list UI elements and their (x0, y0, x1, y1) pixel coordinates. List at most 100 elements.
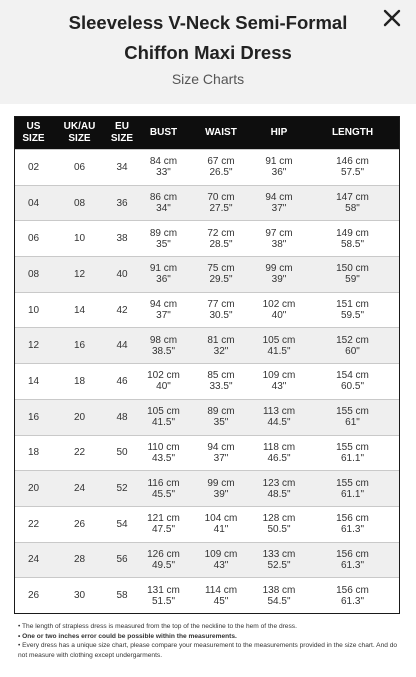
uk-au-size-cell: 14 (73, 304, 86, 316)
eu-size-cell: 58 (116, 590, 128, 602)
us-size-cell: 20 (27, 483, 40, 495)
product-title-line2: Chiffon Maxi Dress (124, 42, 292, 63)
col-header-text: UK/AU (63, 121, 96, 132)
close-icon[interactable] (380, 6, 404, 30)
inch-value: 39" (213, 488, 229, 500)
table-row: 26 30 58 131 cm 51.5" 114 cm 45" 138 cm 54.5" 156… (15, 577, 399, 613)
table-body: 02 06 34 84 cm 33" 67 cm 26.5" 91 cm 36" 146 cm 57… (15, 149, 399, 613)
cm-value: 81 cm (207, 334, 235, 346)
cm-value: 109 cm (262, 370, 296, 382)
inch-value: 61" (345, 417, 360, 429)
close-button[interactable] (380, 6, 404, 30)
bust-cell: 91 cm 36" (137, 257, 190, 292)
inch-value: 33" (156, 167, 171, 179)
uk-au-size-cell: 24 (73, 483, 86, 495)
eu-size-cell: 36 (116, 197, 128, 209)
bust-cell: 116 cm 45.5" (137, 471, 190, 506)
inch-value: 61.3" (340, 524, 364, 536)
size-chart-notes: • The length of strapless dress is measu… (18, 622, 404, 660)
inch-value: 51.5" (151, 595, 175, 607)
inch-value: 41.5" (267, 345, 291, 357)
col-header-text: HIP (270, 127, 288, 138)
inch-value: 43" (213, 559, 229, 571)
inch-value: 37" (271, 203, 287, 215)
bust-cell: 98 cm 38.5" (137, 328, 190, 363)
col-header-text: SIZE (110, 133, 134, 144)
inch-value: 38" (271, 238, 287, 250)
cm-value: 104 cm (204, 513, 238, 525)
cm-value: 72 cm (207, 227, 235, 239)
col-header-uk-au-size: UK/AU SIZE (52, 117, 107, 149)
inch-value: 61.1" (340, 488, 364, 500)
cm-value: 146 cm (336, 156, 369, 168)
bust-cell: 102 cm 40" (137, 364, 190, 399)
length-cell: 155 cm 61.1" (306, 436, 399, 471)
col-header-text: WAIST (205, 127, 237, 138)
uk-au-size-cell: 06 (73, 161, 86, 173)
cm-value: 89 cm (207, 406, 235, 418)
waist-cell: 104 cm 41" (190, 507, 252, 542)
length-cell: 147 cm 58" (306, 186, 399, 221)
cm-value: 97 cm (265, 227, 293, 239)
waist-cell: 72 cm 28.5" (190, 221, 252, 256)
cm-value: 154 cm (336, 370, 369, 382)
table-row: 16 20 48 105 cm 41.5" 89 cm 35" 113 cm 44.5" 155 … (15, 398, 399, 435)
cm-value: 114 cm (204, 584, 238, 596)
waist-cell: 81 cm 32" (190, 328, 252, 363)
cm-value: 149 cm (336, 227, 369, 239)
waist-cell: 85 cm 33.5" (190, 364, 252, 399)
inch-value: 28.5" (209, 238, 233, 250)
inch-value: 59.5" (340, 310, 364, 322)
table-row: 12 16 44 98 cm 38.5" 81 cm 32" 105 cm 41.5" 152 c… (15, 327, 399, 364)
cm-value: 156 cm (336, 513, 369, 525)
cm-value: 102 cm (147, 370, 180, 382)
cm-value: 91 cm (265, 156, 293, 168)
bust-cell: 86 cm 34" (137, 186, 190, 221)
eu-size-cell: 56 (116, 554, 128, 566)
waist-cell: 109 cm 43" (190, 543, 252, 578)
cm-value: 147 cm (336, 192, 369, 204)
hip-cell: 118 cm 46.5" (252, 436, 306, 471)
hip-cell: 91 cm 36" (252, 150, 306, 185)
cm-value: 110 cm (147, 441, 180, 453)
inch-value: 32" (213, 345, 229, 357)
cm-value: 105 cm (262, 334, 296, 346)
size-charts-subtitle: Size Charts (171, 71, 245, 87)
bust-cell: 126 cm 49.5" (137, 543, 190, 578)
cm-value: 156 cm (336, 548, 369, 560)
col-header-hip: HIP (252, 117, 306, 149)
hip-cell: 94 cm 37" (252, 186, 306, 221)
inch-value: 27.5" (209, 203, 233, 215)
inch-value: 60.5" (340, 381, 364, 393)
inch-value: 44.5" (267, 417, 291, 429)
length-cell: 155 cm 61" (306, 400, 399, 435)
cm-value: 94 cm (265, 192, 293, 204)
cm-value: 151 cm (336, 299, 369, 311)
uk-au-size-cell: 30 (73, 590, 86, 602)
col-header-us-size: US SIZE (15, 117, 52, 149)
length-cell: 155 cm 61.1" (306, 471, 399, 506)
hip-cell: 113 cm 44.5" (252, 400, 306, 435)
inch-value: 47.5" (151, 524, 175, 536)
cm-value: 155 cm (336, 477, 369, 489)
cm-value: 84 cm (149, 156, 178, 168)
length-cell: 154 cm 60.5" (306, 364, 399, 399)
inch-value: 43.5" (151, 452, 175, 464)
inch-value: 45.5" (151, 488, 175, 500)
inch-value: 48.5" (267, 488, 291, 500)
inch-value: 43" (271, 381, 287, 393)
cm-value: 99 cm (265, 263, 293, 275)
cm-value: 121 cm (147, 513, 180, 525)
inch-value: 40" (156, 381, 171, 393)
table-row: 18 22 50 110 cm 43.5" 94 cm 37" 118 cm 46.5" 155 … (15, 434, 399, 471)
eu-size-cell: 50 (116, 447, 128, 459)
product-title-line1: Sleeveless V-Neck Semi-Formal (68, 12, 348, 33)
cm-value: 94 cm (207, 441, 235, 453)
col-header-length: LENGTH (306, 117, 399, 149)
hip-cell: 138 cm 54.5" (252, 578, 306, 613)
inch-value: 26.5" (209, 167, 233, 179)
cm-value: 77 cm (207, 299, 235, 311)
cm-value: 94 cm (149, 299, 178, 311)
us-size-cell: 22 (27, 518, 40, 530)
cm-value: 70 cm (207, 192, 235, 204)
